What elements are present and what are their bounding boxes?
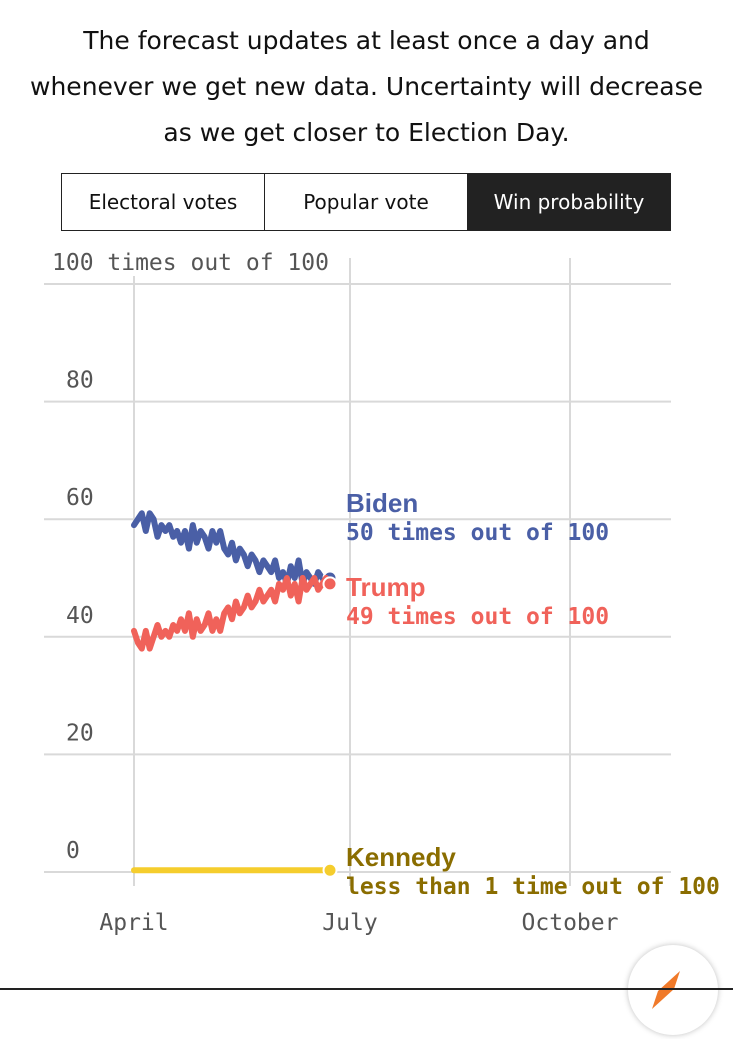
biden-name-label: Biden [346, 488, 418, 518]
x-tick-label-july: July [322, 910, 377, 936]
win-probability-chart: 0 20 40 60 80 100 times out of 100 April July Oc… [40, 242, 720, 936]
y-tick-bg-100 [40, 242, 324, 276]
feedback-button[interactable] [628, 945, 718, 1035]
trump-end-dot [322, 576, 338, 592]
y-tick-label-0: 0 [66, 838, 80, 864]
y-tick-bg-80 [40, 359, 87, 394]
tab-electoral-votes[interactable]: Electoral votes [62, 174, 264, 230]
trump-line [131, 575, 333, 652]
kennedy-end-dot [322, 862, 338, 878]
tab-popular-vote[interactable]: Popular vote [264, 174, 467, 230]
intro-text: The forecast updates at least once a day… [30, 26, 703, 147]
y-tick-label-20: 20 [66, 720, 94, 746]
y-tick-label-100: 100 times out of 100 [52, 250, 329, 276]
y-tick-bg-20 [40, 712, 87, 747]
y-tick-bg-40 [40, 594, 87, 629]
view-tabs: Electoral votes Popular vote Win probabi… [61, 173, 671, 231]
bottom-rule [0, 988, 733, 990]
tab-win-probability[interactable]: Win probability [467, 174, 670, 230]
pencil-icon [652, 971, 680, 1009]
trump-name-label: Trump [346, 572, 425, 602]
y-tick-label-60: 60 [66, 485, 94, 511]
biden-value-label: 50 times out of 100 [346, 520, 609, 546]
x-tick-label-april: April [99, 910, 168, 936]
trump-value-label: 49 times out of 100 [346, 604, 609, 630]
biden-line [131, 510, 333, 587]
x-tick-label-october: October [522, 910, 619, 936]
kennedy-value-label: less than 1 time out of 100 [346, 874, 720, 900]
kennedy-name-label: Kennedy [346, 842, 456, 872]
y-tick-bg-0 [40, 830, 74, 864]
y-tick-label-80: 80 [66, 368, 94, 394]
y-tick-label-40: 40 [66, 603, 94, 629]
y-tick-bg-60 [40, 477, 87, 512]
